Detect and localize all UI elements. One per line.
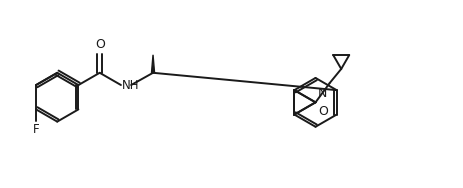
Text: F: F [33,123,39,136]
Text: O: O [94,38,105,51]
Text: O: O [318,105,328,118]
Text: NH: NH [121,79,139,92]
Polygon shape [151,55,154,73]
Text: N: N [317,87,326,100]
